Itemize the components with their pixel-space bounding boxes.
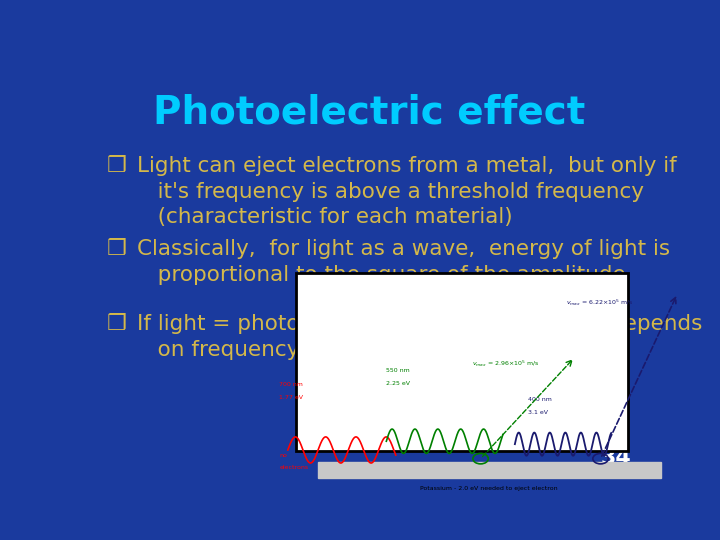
Text: ❒: ❒ xyxy=(107,314,127,334)
Text: Classically,  for light as a wave,  energy of light is
   proportional to the sq: Classically, for light as a wave, energy… xyxy=(138,239,670,285)
Text: 550 nm: 550 nm xyxy=(387,368,410,373)
Text: ❒: ❒ xyxy=(107,156,127,176)
Text: 2.25 eV: 2.25 eV xyxy=(387,381,410,386)
Text: no: no xyxy=(279,453,287,458)
Bar xyxy=(318,462,660,477)
Text: Photoelectric effect: Photoelectric effect xyxy=(427,491,551,501)
Text: 700 nm: 700 nm xyxy=(279,382,303,387)
Text: 3.1 eV: 3.1 eV xyxy=(528,410,548,415)
Text: Potassium - 2.0 eV needed to eject electron: Potassium - 2.0 eV needed to eject elect… xyxy=(420,486,558,491)
Text: 400 nm: 400 nm xyxy=(528,396,552,402)
Text: Light can eject electrons from a metal,  but only if
   it's frequency is above : Light can eject electrons from a metal, … xyxy=(138,156,678,227)
Text: 1.77 eV: 1.77 eV xyxy=(279,395,303,400)
Text: $v_{max}$ = 6.22$\times$10$^5$ m/s: $v_{max}$ = 6.22$\times$10$^5$ m/s xyxy=(566,298,634,308)
Text: 34: 34 xyxy=(600,448,631,468)
Text: electrons: electrons xyxy=(279,465,308,470)
Text: If light = photon with energy E=hf,  energy depends
   on frequency: If light = photon with energy E=hf, ener… xyxy=(138,314,703,360)
Text: Photoelectric effect: Photoelectric effect xyxy=(153,94,585,132)
FancyBboxPatch shape xyxy=(297,273,629,451)
Text: $v_{max}$ = 2.96$\times$10$^5$ m/s: $v_{max}$ = 2.96$\times$10$^5$ m/s xyxy=(472,359,540,369)
Text: ❒: ❒ xyxy=(107,239,127,259)
